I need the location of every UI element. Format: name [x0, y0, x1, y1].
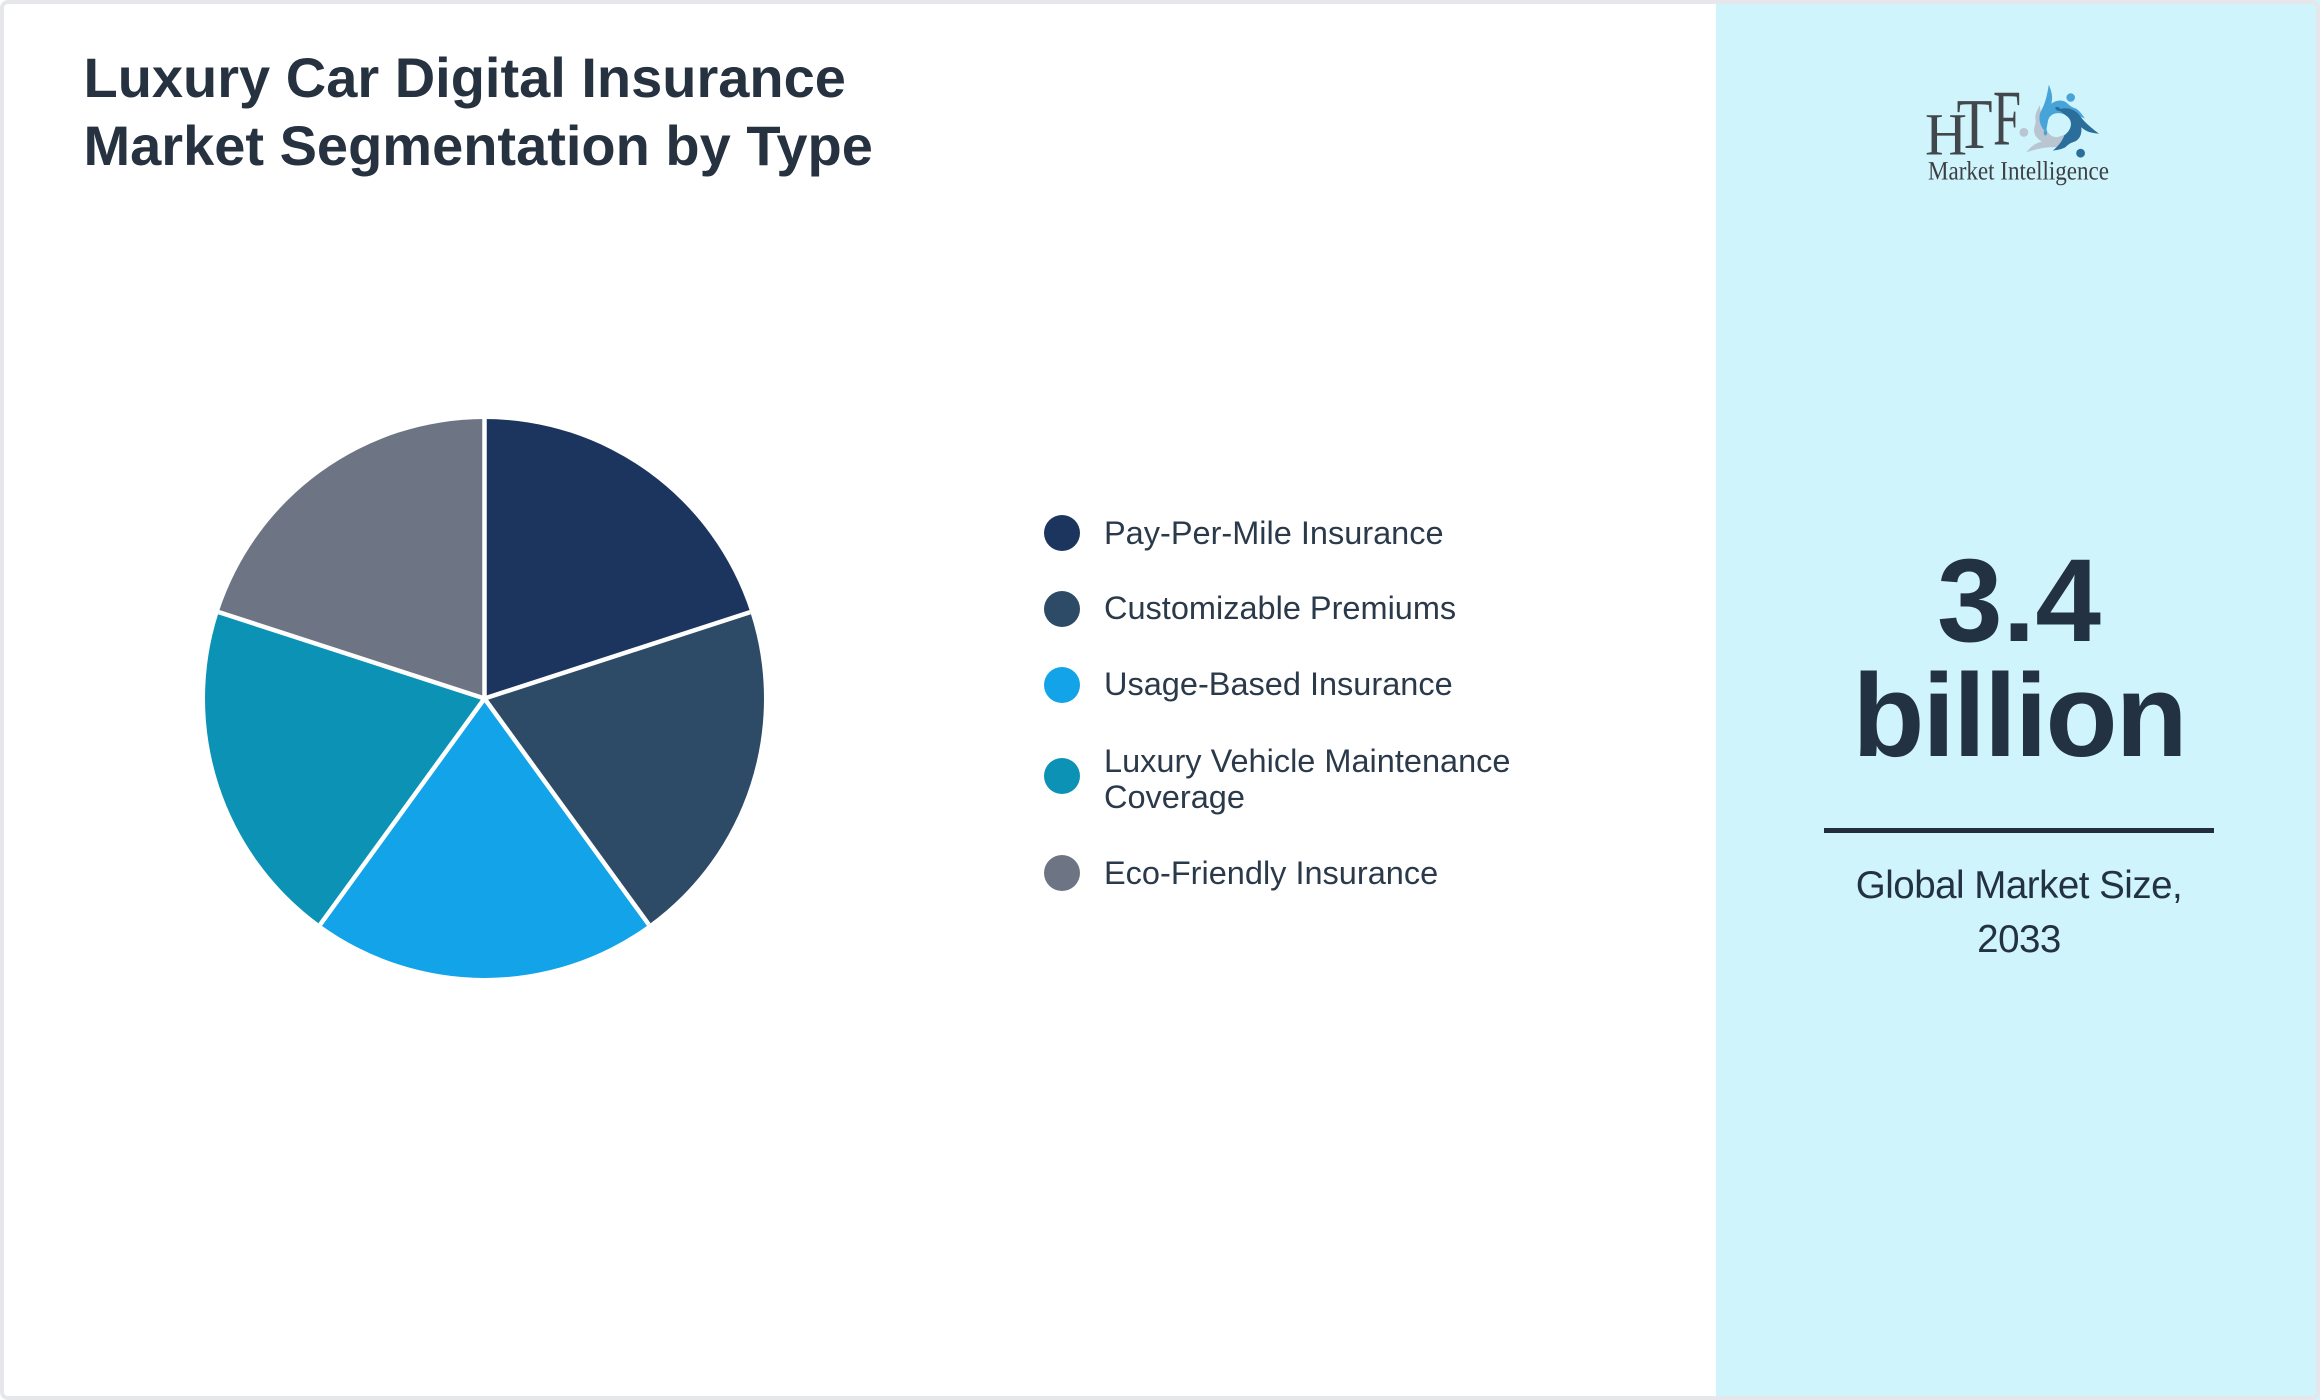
svg-text:Market Intelligence: Market Intelligence — [1928, 156, 2109, 186]
svg-text:F: F — [1993, 75, 2021, 162]
svg-text:T: T — [1957, 85, 1993, 164]
svg-text:H: H — [1925, 101, 1967, 167]
